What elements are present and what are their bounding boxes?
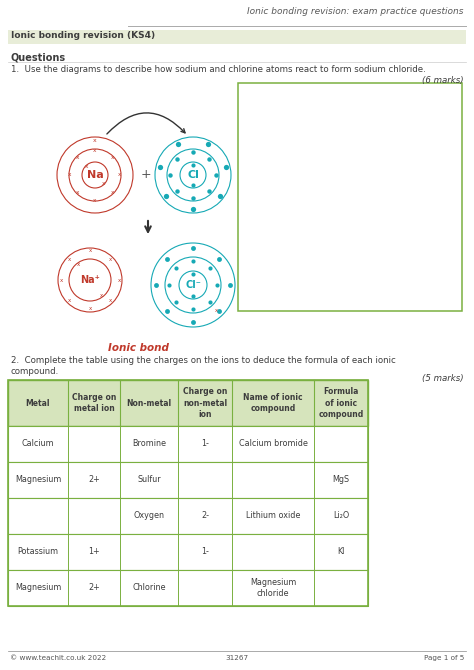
Text: 1-: 1- xyxy=(201,547,209,557)
Text: Calcium bromide: Calcium bromide xyxy=(238,440,308,448)
Text: 2+: 2+ xyxy=(88,584,100,592)
Bar xyxy=(8,380,368,606)
Text: Oxygen: Oxygen xyxy=(134,511,164,521)
Bar xyxy=(8,534,368,570)
Bar xyxy=(238,83,462,311)
Text: Ionic bonding revision: exam practice questions: Ionic bonding revision: exam practice qu… xyxy=(247,7,464,16)
Text: x: x xyxy=(93,198,97,202)
Bar xyxy=(8,426,368,462)
Text: MgS: MgS xyxy=(332,476,349,484)
Bar xyxy=(8,380,368,426)
Text: 2.  Complete the table using the charges on the ions to deduce the formula of ea: 2. Complete the table using the charges … xyxy=(11,356,396,365)
Text: Cl: Cl xyxy=(187,170,199,180)
Text: 1.  Use the diagrams to describe how sodium and chlorine atoms react to form sod: 1. Use the diagrams to describe how sodi… xyxy=(11,65,426,74)
Text: (6 marks): (6 marks) xyxy=(422,76,464,85)
Text: Na⁺: Na⁺ xyxy=(80,275,100,285)
Text: Cl⁻: Cl⁻ xyxy=(185,280,201,290)
Text: x: x xyxy=(100,293,103,298)
Bar xyxy=(8,498,368,534)
Text: x: x xyxy=(109,257,112,262)
Text: x: x xyxy=(85,164,88,169)
Text: 31267: 31267 xyxy=(226,655,248,661)
Text: 1+: 1+ xyxy=(88,547,100,557)
Text: x: x xyxy=(118,172,122,178)
Text: 2-: 2- xyxy=(201,511,209,521)
Text: Calcium: Calcium xyxy=(22,440,55,448)
Text: x: x xyxy=(102,181,105,186)
Text: x: x xyxy=(215,308,218,313)
Text: Charge on
non-metal
ion: Charge on non-metal ion xyxy=(183,387,227,419)
Text: KI: KI xyxy=(337,547,345,557)
Text: Charge on
metal ion: Charge on metal ion xyxy=(72,393,116,413)
Text: 2+: 2+ xyxy=(88,476,100,484)
Text: Sulfur: Sulfur xyxy=(137,476,161,484)
Text: Chlorine: Chlorine xyxy=(132,584,166,592)
Text: Magnesium: Magnesium xyxy=(15,476,61,484)
Bar xyxy=(8,462,368,498)
Bar xyxy=(8,30,466,44)
Text: (5 marks): (5 marks) xyxy=(422,374,464,383)
Text: Non-metal: Non-metal xyxy=(127,399,172,407)
Text: Ionic bonding revision (KS4): Ionic bonding revision (KS4) xyxy=(11,31,155,40)
Text: x: x xyxy=(59,277,63,283)
Text: Li₂O: Li₂O xyxy=(333,511,349,521)
Text: Metal: Metal xyxy=(26,399,50,407)
Text: +: + xyxy=(141,168,151,182)
Text: x: x xyxy=(68,172,72,178)
Text: x: x xyxy=(111,190,114,195)
Text: Name of ionic
compound: Name of ionic compound xyxy=(243,393,303,413)
Text: Na: Na xyxy=(87,170,103,180)
Text: Lithium oxide: Lithium oxide xyxy=(246,511,300,521)
Text: Page 1 of 5: Page 1 of 5 xyxy=(424,655,464,661)
Text: Bromine: Bromine xyxy=(132,440,166,448)
Text: Questions: Questions xyxy=(11,52,66,62)
Text: Magnesium
chloride: Magnesium chloride xyxy=(250,578,296,598)
Text: Potassium: Potassium xyxy=(18,547,59,557)
Text: x: x xyxy=(77,262,81,267)
Text: © www.teachit.co.uk 2022: © www.teachit.co.uk 2022 xyxy=(10,655,106,661)
Text: x: x xyxy=(68,298,71,303)
Text: x: x xyxy=(109,298,112,303)
Text: x: x xyxy=(118,277,120,283)
Text: x: x xyxy=(88,306,91,312)
Text: Ionic bond: Ionic bond xyxy=(108,343,168,353)
Text: Formula
of ionic
compound: Formula of ionic compound xyxy=(319,387,364,419)
Text: x: x xyxy=(75,155,79,160)
Text: compound.: compound. xyxy=(11,367,59,376)
Text: x: x xyxy=(111,155,114,160)
Text: x: x xyxy=(75,190,79,195)
Text: x: x xyxy=(93,137,97,143)
Text: x: x xyxy=(68,257,71,262)
Text: Magnesium: Magnesium xyxy=(15,584,61,592)
Text: x: x xyxy=(88,249,91,253)
Bar xyxy=(8,570,368,606)
FancyArrowPatch shape xyxy=(107,113,185,134)
Text: 1-: 1- xyxy=(201,440,209,448)
Text: x: x xyxy=(93,147,97,153)
